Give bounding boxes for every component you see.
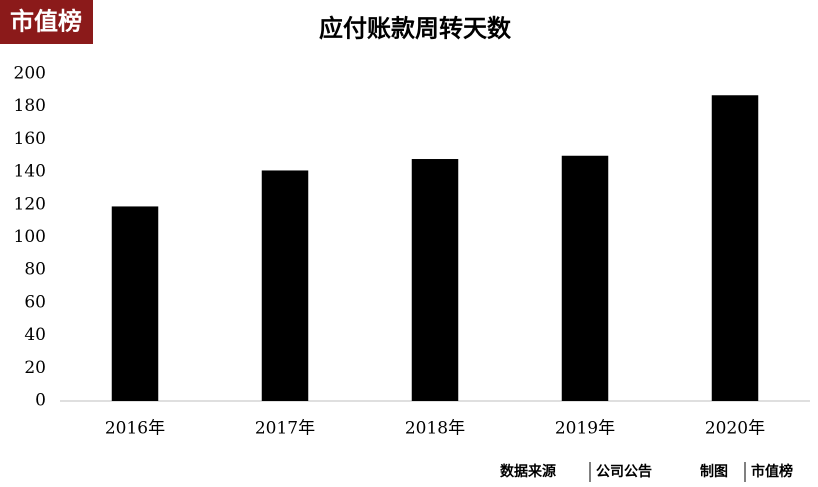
footer-source-label: 数据来源 [500,463,556,480]
bar [411,159,459,401]
y-tick-label: 60 [24,292,46,312]
footer-maker: 市值榜 [751,463,793,480]
y-tick-label: 200 [14,64,46,84]
bar [111,206,159,401]
y-tick-label: 180 [14,96,46,116]
y-tick-label: 40 [24,325,46,345]
y-tick-label: 140 [14,162,46,182]
bar [561,155,609,401]
brand: 市值榜 [10,7,82,36]
x-tick-label: 2018年 [405,419,465,439]
bar [261,170,309,401]
x-tick-label: 2020年 [705,419,765,439]
y-tick-label: 80 [24,260,46,280]
footer-source: 公司公告 [596,463,652,480]
y-tick-label: 100 [14,227,46,247]
y-tick-label: 120 [14,194,46,214]
y-tick-label: 0 [35,391,46,411]
y-tick-label: 20 [24,358,46,378]
footer-maker-label: 制图 [700,463,728,480]
bar [711,95,759,401]
x-tick-label: 2016年 [105,419,165,439]
chart-title: 应付账款周转天数 [319,14,512,43]
y-tick-label: 160 [14,129,46,149]
brand-badge [0,0,93,44]
x-tick-label: 2017年 [255,419,315,439]
x-tick-label: 2019年 [555,419,615,439]
